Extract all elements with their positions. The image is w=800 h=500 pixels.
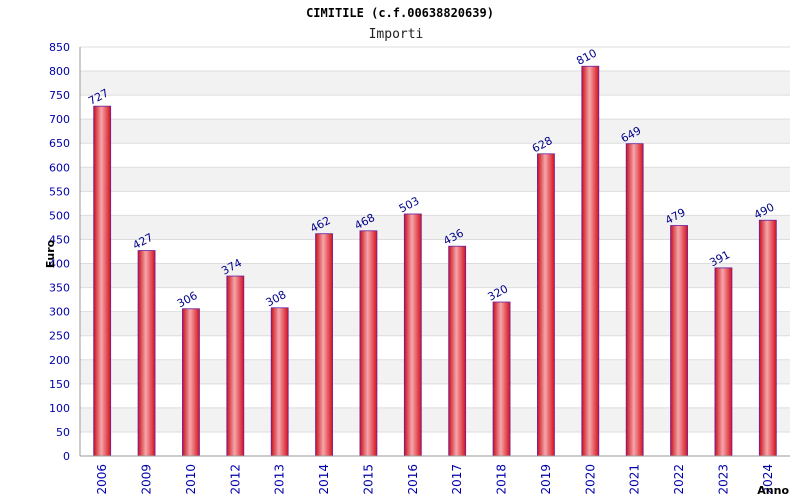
bar-2024 xyxy=(758,219,777,457)
x-tick-label: 2015 xyxy=(361,464,375,495)
bar-2022 xyxy=(670,225,688,457)
bar-2016 xyxy=(403,213,422,457)
grid-band xyxy=(80,167,790,192)
x-tick-label: 2023 xyxy=(716,464,730,495)
bar-2006 xyxy=(93,105,112,457)
y-axis-label: Euro xyxy=(44,239,57,268)
x-tick-label: 2014 xyxy=(317,464,331,495)
x-tick-label: 2021 xyxy=(628,464,642,495)
x-tick-label: 2018 xyxy=(495,464,509,495)
grid-band xyxy=(80,119,790,144)
bar-2020 xyxy=(581,65,600,457)
x-axis-label: Anno xyxy=(757,484,789,497)
y-tick-label: 0 xyxy=(63,450,70,463)
y-tick-label: 450 xyxy=(49,233,70,246)
bar-2015 xyxy=(359,230,378,457)
y-tick-label: 800 xyxy=(49,65,70,78)
bar-2010 xyxy=(182,308,200,457)
y-tick-label: 400 xyxy=(49,258,70,271)
x-tick-label: 2010 xyxy=(184,464,198,495)
x-tick-label: 2017 xyxy=(450,464,464,495)
y-axis-ticks: 0 50 100 150 200 250 300 350 400 450 500 550 600 650 7… xyxy=(49,41,70,463)
grid-band xyxy=(80,47,790,72)
x-tick-label: 2019 xyxy=(539,464,553,495)
bar-2009 xyxy=(137,250,156,457)
chart-title: CIMITILE (c.f.00638820639) xyxy=(306,6,494,20)
y-tick-label: 750 xyxy=(49,89,70,102)
x-axis-ticks: 2006 2009 2010 2012 2013 2014 2015 2016 2017 2018… xyxy=(95,464,775,495)
bar-2023 xyxy=(714,267,733,457)
x-tick-label: 2016 xyxy=(406,464,420,495)
grid-band xyxy=(80,143,790,168)
x-tick-label: 2022 xyxy=(672,464,686,495)
y-tick-label: 200 xyxy=(49,354,70,367)
bar-2021 xyxy=(625,143,644,457)
y-tick-label: 50 xyxy=(56,426,70,439)
x-tick-label: 2020 xyxy=(583,464,597,495)
y-tick-label: 850 xyxy=(49,41,70,54)
y-tick-label: 100 xyxy=(49,402,70,415)
x-tick-label: 2013 xyxy=(273,464,287,495)
x-tick-label: 2024 xyxy=(761,464,775,495)
grid-band xyxy=(80,191,790,216)
bar-2013 xyxy=(270,307,289,457)
bar-2019 xyxy=(537,153,555,457)
y-tick-label: 300 xyxy=(49,306,70,319)
y-tick-label: 500 xyxy=(49,209,70,222)
y-tick-label: 250 xyxy=(49,330,70,343)
y-tick-label: 600 xyxy=(49,161,70,174)
y-tick-label: 350 xyxy=(49,282,70,295)
x-tick-label: 2012 xyxy=(228,464,242,495)
y-tick-label: 650 xyxy=(49,137,70,150)
x-tick-label: 2006 xyxy=(95,464,109,495)
chart-subtitle: Importi xyxy=(369,27,424,42)
bar-2014 xyxy=(315,233,333,457)
y-tick-label: 550 xyxy=(49,185,70,198)
bar-2012 xyxy=(226,275,245,457)
y-tick-label: 700 xyxy=(49,113,70,126)
bar-2018 xyxy=(492,301,511,457)
grid-band xyxy=(80,95,790,120)
grid-band xyxy=(80,71,790,96)
y-tick-label: 150 xyxy=(49,378,70,391)
bar-2017 xyxy=(448,245,467,457)
bars xyxy=(93,65,777,457)
x-tick-label: 2009 xyxy=(140,464,154,495)
